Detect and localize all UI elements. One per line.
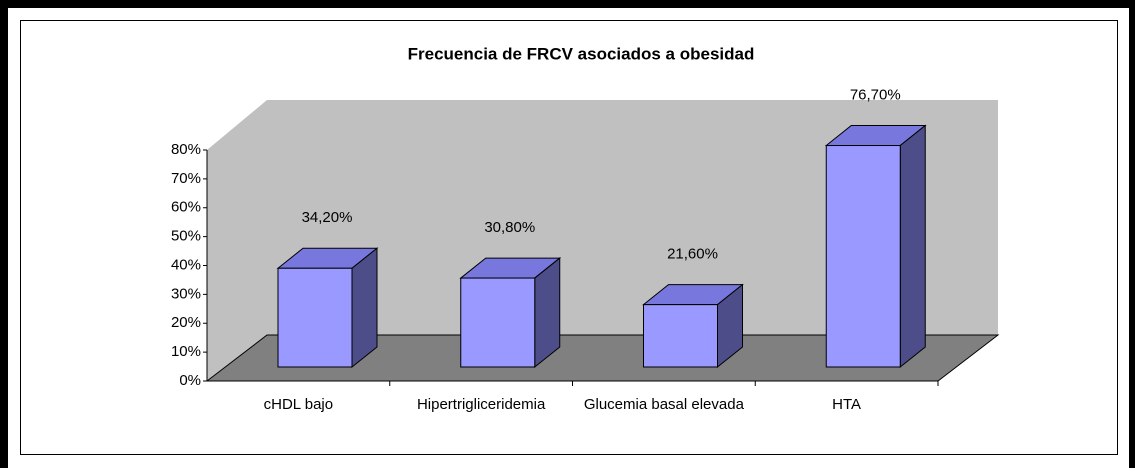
x-tick-label: Hipertrigliceridemia (416, 396, 546, 413)
bar-side (899, 124, 926, 369)
chart-title: Frecuencia de FRCV asociados a obesidad (408, 44, 755, 63)
frame (0, 0, 1135, 8)
y-tick-label: 60% (171, 199, 201, 216)
bar (825, 145, 901, 368)
back-wall (267, 100, 998, 335)
y-tick-label: 70% (171, 170, 201, 187)
x-tick-label: Glucemia basal elevada (583, 396, 744, 413)
value-label: 30,80% (484, 219, 535, 236)
y-tick-label: 80% (171, 141, 201, 158)
y-tick-label: 50% (171, 228, 201, 245)
value-label: 76,70% (850, 86, 901, 103)
x-tick-label: cHDL bajo (263, 396, 334, 413)
y-tick-label: 20% (171, 314, 201, 331)
y-tick-label: 40% (171, 256, 201, 273)
side-wall (207, 100, 267, 381)
y-tick-label: 0% (179, 372, 201, 389)
x-tick-label: HTA (832, 396, 862, 413)
value-label: 21,60% (667, 246, 718, 263)
value-label: 34,20% (302, 209, 353, 226)
bar (643, 304, 718, 368)
bar (277, 267, 353, 368)
bar (460, 277, 536, 368)
frame (0, 0, 8, 468)
bar-side (351, 247, 378, 369)
y-tick-label: 10% (171, 343, 201, 360)
y-tick-label: 30% (171, 285, 201, 302)
frame (1129, 0, 1135, 468)
